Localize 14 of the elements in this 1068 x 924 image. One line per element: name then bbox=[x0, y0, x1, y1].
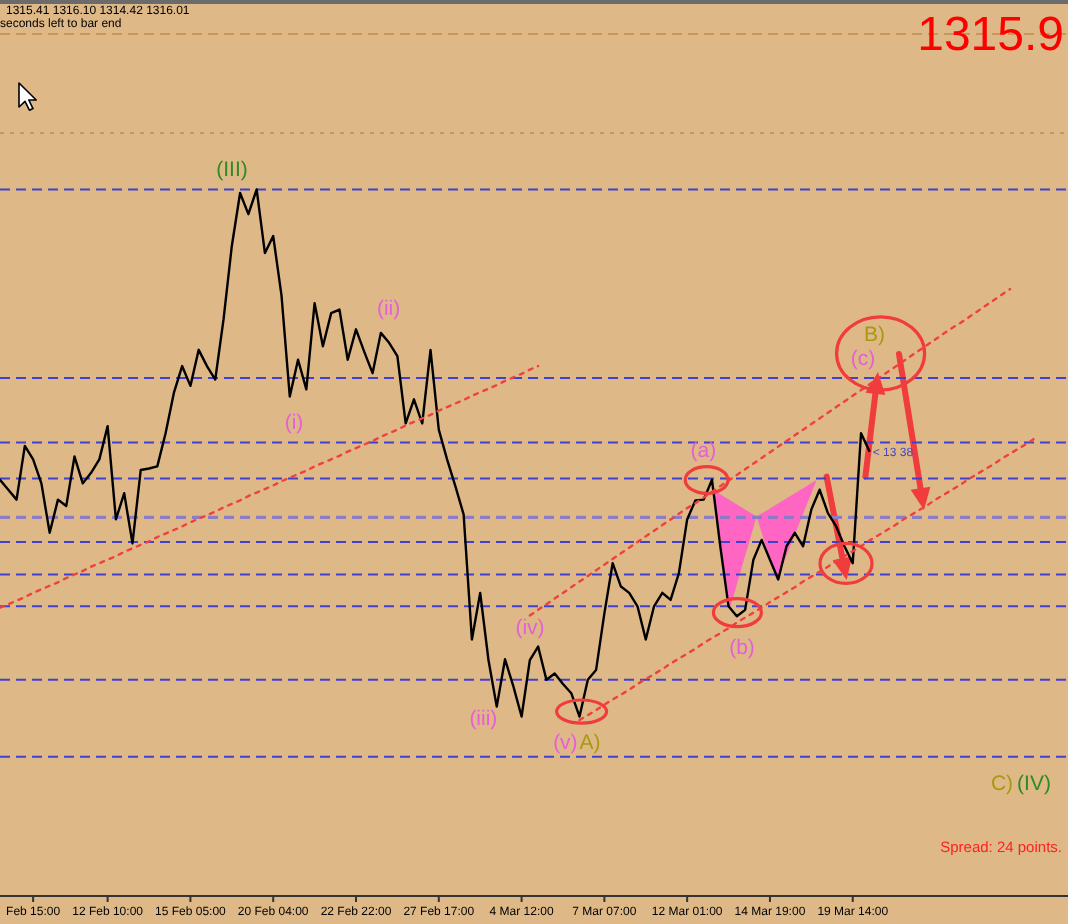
annotation: (ii) bbox=[376, 296, 401, 321]
annotation: B) bbox=[864, 323, 886, 347]
text: 1315.9 bbox=[917, 7, 1064, 61]
annotation: C) bbox=[990, 772, 1014, 796]
annotation: A) bbox=[579, 731, 601, 756]
annotation: (IV) bbox=[1017, 772, 1051, 796]
annotation: (iii) bbox=[469, 706, 498, 731]
annotation: (iv) bbox=[515, 616, 545, 640]
annotation: (a) bbox=[690, 439, 717, 464]
text: (III) bbox=[216, 158, 248, 182]
annotation: (b) bbox=[729, 636, 755, 660]
annotation: (c) bbox=[850, 347, 876, 371]
annotation: (i) bbox=[284, 411, 304, 436]
annotation: (v) bbox=[553, 731, 578, 756]
